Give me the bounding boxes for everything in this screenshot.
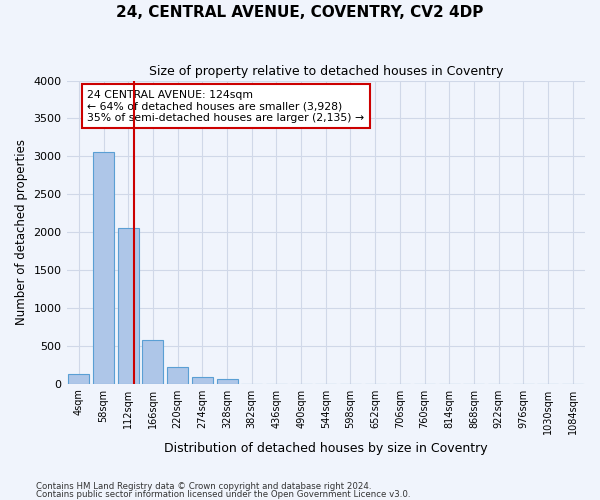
Bar [167,368,188,384]
X-axis label: Distribution of detached houses by size in Coventry: Distribution of detached houses by size … [164,442,488,455]
Text: 24, CENTRAL AVENUE, COVENTRY, CV2 4DP: 24, CENTRAL AVENUE, COVENTRY, CV2 4DP [116,5,484,20]
Bar [68,374,89,384]
Y-axis label: Number of detached properties: Number of detached properties [15,139,28,325]
Bar [118,228,139,384]
Bar [217,380,238,384]
Text: Contains HM Land Registry data © Crown copyright and database right 2024.: Contains HM Land Registry data © Crown c… [36,482,371,491]
Bar [142,340,163,384]
Text: 24 CENTRAL AVENUE: 124sqm
← 64% of detached houses are smaller (3,928)
35% of se: 24 CENTRAL AVENUE: 124sqm ← 64% of detac… [87,90,364,123]
Bar [93,152,114,384]
Text: Contains public sector information licensed under the Open Government Licence v3: Contains public sector information licen… [36,490,410,499]
Bar [192,378,213,384]
Title: Size of property relative to detached houses in Coventry: Size of property relative to detached ho… [149,65,503,78]
